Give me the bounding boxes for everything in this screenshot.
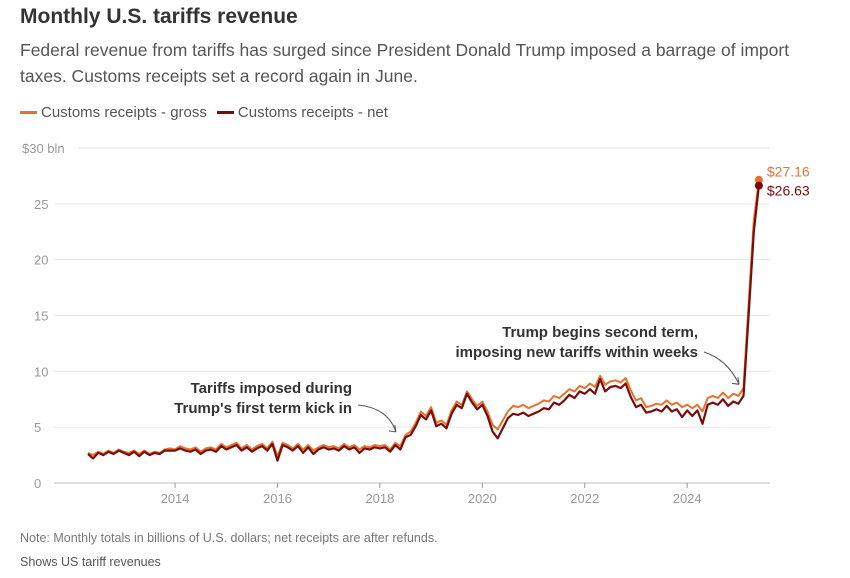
- annotation-second-term-arrowhead: [731, 377, 740, 385]
- grid: 0 5 10 15 20 25 $30 bln: [22, 141, 770, 491]
- end-point-gross: [754, 175, 763, 184]
- chart-alt-text: Shows US tariff revenues: [20, 555, 161, 569]
- x-tick-label-2016: 2016: [263, 491, 292, 506]
- legend-label-gross: Customs receipts - gross: [41, 104, 207, 121]
- legend-item-gross: Customs receipts - gross: [20, 104, 207, 121]
- annotation-second-term-line: Trump begins second term,: [502, 324, 698, 341]
- annotation-first-term-line: Tariffs imposed during: [191, 380, 352, 397]
- chart-title: Monthly U.S. tariffs revenue: [20, 5, 298, 28]
- y-tick-label-25: 25: [34, 197, 48, 212]
- x-tick-label-2024: 2024: [673, 491, 702, 506]
- legend: Customs receipts - gross Customs receipt…: [20, 104, 398, 121]
- legend-swatch-gross: [20, 111, 37, 114]
- x-tick-label-2020: 2020: [468, 491, 497, 506]
- y-tick-label-0: 0: [34, 476, 41, 491]
- annotations: Tariffs imposed during Trump's first term…: [174, 324, 740, 433]
- y-tick-label-20: 20: [34, 253, 48, 268]
- legend-label-net: Customs receipts - net: [237, 104, 388, 121]
- x-tick-label-2014: 2014: [161, 491, 190, 506]
- annotation-first-term: Tariffs imposed during Trump's first term…: [174, 380, 352, 417]
- x-axis: 2014 2016 2018 2020 2022 2024: [161, 483, 702, 506]
- annotation-first-term-arrowhead: [388, 424, 397, 433]
- annotation-second-term-arrow: [703, 351, 740, 385]
- chart-subtitle: Federal revenue from tariffs has surged …: [20, 40, 790, 86]
- series-line-gross: [87, 179, 760, 458]
- annotation-second-term-line: imposing new tariffs within weeks: [455, 344, 698, 361]
- annotation-second-term: Trump begins second term, imposing new ta…: [455, 324, 698, 361]
- series: $27.16 $26.63: [87, 164, 810, 462]
- annotation-first-term-arrow: [357, 404, 397, 433]
- end-label-net: $26.63: [767, 183, 810, 199]
- end-label-gross: $27.16: [767, 164, 810, 180]
- y-tick-label-10: 10: [34, 364, 48, 379]
- y-tick-label-15: 15: [34, 309, 48, 324]
- chart-note: Note: Monthly totals in billions of U.S.…: [20, 531, 438, 545]
- y-tick-label-5: 5: [34, 420, 41, 435]
- series-line-net: [87, 185, 760, 462]
- x-tick-label-2018: 2018: [365, 491, 394, 506]
- legend-item-net: Customs receipts - net: [216, 104, 388, 121]
- y-tick-label-30: $30 bln: [22, 141, 65, 156]
- legend-swatch-net: [216, 111, 234, 114]
- annotation-first-term-line: Trump's first term kick in: [174, 400, 352, 417]
- x-tick-label-2022: 2022: [570, 491, 599, 506]
- end-point-net: [754, 181, 763, 190]
